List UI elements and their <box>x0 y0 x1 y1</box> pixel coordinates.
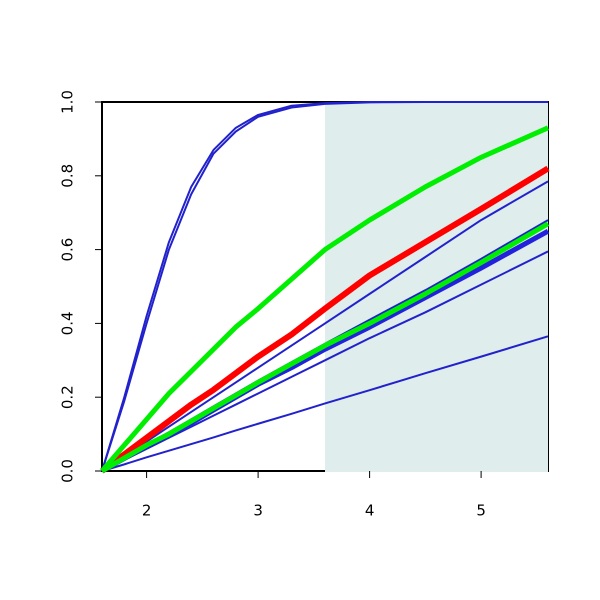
y-tick-label: 0.8 <box>59 164 77 188</box>
y-tick-label: 0.0 <box>59 459 77 483</box>
series-line <box>100 221 550 474</box>
series-line <box>100 165 550 474</box>
series-line <box>101 180 549 472</box>
x-tick-label: 3 <box>253 502 263 520</box>
x-tick-label: 5 <box>476 502 486 520</box>
y-tick-label: 0.6 <box>59 238 77 262</box>
series-line <box>101 250 549 472</box>
x-tick-label: 2 <box>142 502 152 520</box>
series-line <box>101 101 548 472</box>
series-line <box>101 335 549 472</box>
y-tick-label: 1.0 <box>59 90 77 114</box>
series-line <box>100 125 550 473</box>
y-tick-label: 0.2 <box>59 385 77 409</box>
x-tick-label: 4 <box>365 502 375 520</box>
y-tick-label: 0.4 <box>59 311 77 335</box>
